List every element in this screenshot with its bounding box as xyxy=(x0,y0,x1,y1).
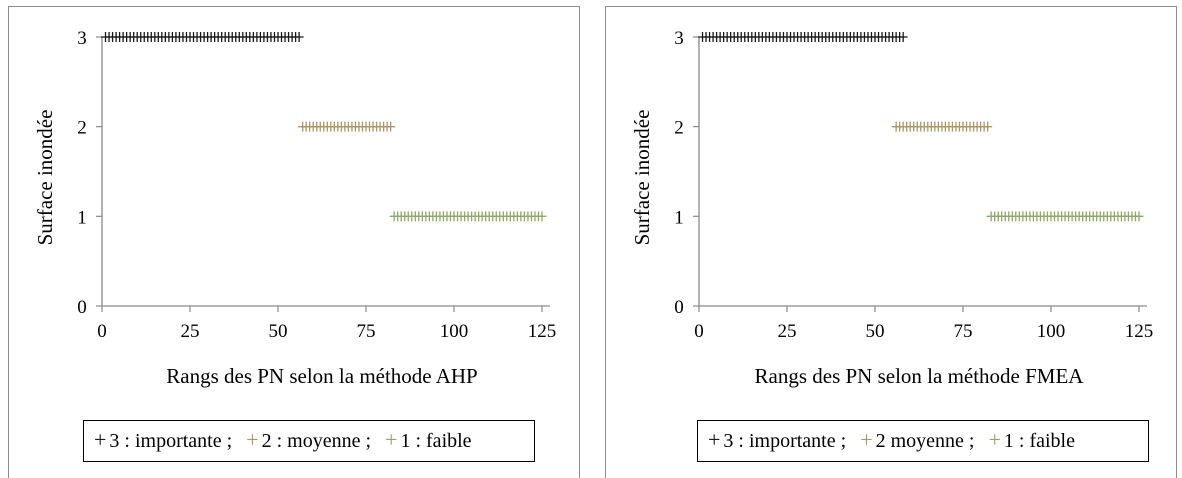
y-tick-label: 3 xyxy=(77,28,87,49)
y-tick-label: 2 xyxy=(674,118,684,139)
series-1 xyxy=(698,32,908,42)
x-tick-label: 25 xyxy=(181,321,200,342)
legend-item-medium: + 2 moyenne ; xyxy=(860,429,974,453)
y-tick-label: 3 xyxy=(674,28,684,49)
legend-ahp: + 3 : importante ; + 2 : moyenne ; + 1 :… xyxy=(83,420,535,462)
y-tick-label: 0 xyxy=(674,297,684,318)
legend-item-low: + 1 : faible xyxy=(988,429,1075,453)
data-point xyxy=(294,32,304,42)
plus-marker-icon: + xyxy=(246,427,259,452)
plus-marker-icon: + xyxy=(708,427,721,452)
legend-item-important: + 3 : importante ; xyxy=(94,429,232,453)
x-axis-title: Rangs des PN selon la méthode AHP xyxy=(166,364,477,388)
x-tick-label: 0 xyxy=(97,321,107,342)
chart-fmea: 0 25 50 75 100 125 0 1 2 3 Rangs des PN selon la m… xyxy=(630,28,1154,388)
legend-item-medium: + 2 : moyenne ; xyxy=(246,429,371,453)
legend-label: 1 : faible xyxy=(400,430,472,452)
legend-label: 3 : importante ; xyxy=(109,430,233,452)
legend-label: 2 moyenne ; xyxy=(875,430,975,452)
x-tick-label: 100 xyxy=(1037,321,1066,342)
plus-marker-icon: + xyxy=(988,427,1001,452)
legend-fmea: + 3 : importante ; + 2 moyenne ; + 1 : f… xyxy=(697,420,1149,462)
x-tick-label: 50 xyxy=(269,321,288,342)
y-tick-label: 1 xyxy=(77,207,87,228)
data-point xyxy=(386,121,396,132)
chart-ahp: 0 25 50 75 100 125 0 1 2 3 Rangs des PN selon la m… xyxy=(33,28,557,388)
x-tick-label: 125 xyxy=(528,321,557,342)
x-tick-label: 25 xyxy=(778,321,797,342)
data-point xyxy=(898,32,908,42)
y-axis-title: Surface inondée xyxy=(630,110,654,246)
legend-item-low: + 1 : faible xyxy=(385,429,472,453)
y-tick-label: 1 xyxy=(674,207,684,228)
y-tick-label: 2 xyxy=(77,118,87,139)
x-tick-label: 50 xyxy=(866,321,885,342)
series-3 xyxy=(986,211,1144,222)
data-point xyxy=(983,121,993,132)
y-axis-title: Surface inondée xyxy=(33,110,57,246)
plus-marker-icon: + xyxy=(860,427,873,452)
legend-label: 2 : moyenne ; xyxy=(261,430,372,452)
legend-item-important: + 3 : importante ; xyxy=(708,429,846,453)
legend-label: 1 : faible xyxy=(1003,430,1075,452)
x-tick-label: 0 xyxy=(694,321,704,342)
data-point xyxy=(537,211,547,222)
plus-marker-icon: + xyxy=(94,427,107,452)
chart-panel-fmea: 0 25 50 75 100 125 0 1 2 3 Rangs des PN selon la m… xyxy=(605,6,1177,478)
y-tick-label: 0 xyxy=(77,297,87,318)
x-axis-title: Rangs des PN selon la méthode FMEA xyxy=(755,364,1085,388)
x-tick-label: 75 xyxy=(954,321,973,342)
series-1 xyxy=(101,32,304,42)
chart-panel-ahp: 0 25 50 75 100 125 0 1 2 3 Rangs des PN selon la m… xyxy=(8,6,580,478)
x-tick-label: 125 xyxy=(1125,321,1154,342)
series-3 xyxy=(389,211,547,222)
plus-marker-icon: + xyxy=(385,427,398,452)
series-2 xyxy=(891,121,993,132)
data-point xyxy=(1134,211,1144,222)
x-tick-label: 75 xyxy=(357,321,376,342)
series-2 xyxy=(298,121,396,132)
x-tick-label: 100 xyxy=(440,321,469,342)
legend-label: 3 : importante ; xyxy=(723,430,847,452)
